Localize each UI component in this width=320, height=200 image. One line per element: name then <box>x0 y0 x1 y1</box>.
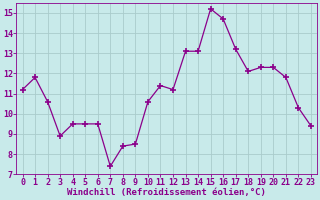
X-axis label: Windchill (Refroidissement éolien,°C): Windchill (Refroidissement éolien,°C) <box>67 188 266 197</box>
